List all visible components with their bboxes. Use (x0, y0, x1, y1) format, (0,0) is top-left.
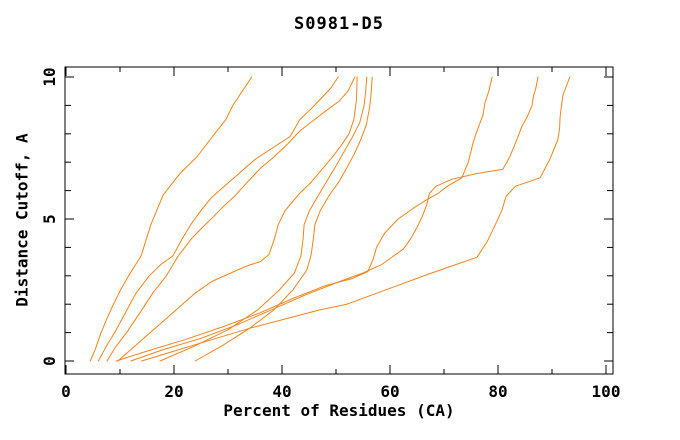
x-tick-label: 0 (61, 382, 71, 401)
x-tick-label: 40 (272, 382, 291, 401)
x-tick-label: 60 (380, 382, 399, 401)
curve-3 (106, 76, 356, 362)
y-tick-label: 5 (40, 214, 59, 224)
x-axis-label: Percent of Residues (CA) (223, 401, 455, 420)
y-axis-label: Distance Cutoff, A (12, 133, 32, 307)
curve-2 (97, 76, 339, 362)
x-tick-label: 20 (164, 382, 183, 401)
curve-9 (141, 76, 571, 362)
y-tick-label: 0 (40, 356, 59, 366)
x-tick-label: 100 (592, 382, 621, 401)
curve-4 (117, 76, 358, 362)
x-tick-label: 80 (488, 382, 507, 401)
y-tick-label: 10 (40, 67, 59, 86)
curve-6 (194, 76, 373, 362)
curve-8 (130, 76, 539, 362)
plot-title: S0981-D5 (294, 14, 384, 34)
curve-7 (115, 76, 493, 362)
plot-frame (64, 66, 614, 375)
curve-5 (159, 76, 368, 362)
curve-1 (89, 76, 253, 362)
